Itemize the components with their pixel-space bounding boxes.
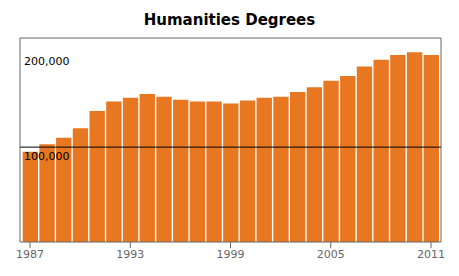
svg-text:200,000: 200,000: [24, 55, 70, 68]
svg-text:1987: 1987: [16, 248, 44, 261]
svg-text:100,000: 100,000: [24, 150, 70, 163]
svg-text:2011: 2011: [417, 248, 445, 261]
svg-text:1993: 1993: [116, 248, 144, 261]
svg-text:1999: 1999: [217, 248, 245, 261]
html-text:Humanities Degrees: Humanities Degrees: [143, 11, 316, 29]
svg-text:2005: 2005: [317, 248, 345, 261]
